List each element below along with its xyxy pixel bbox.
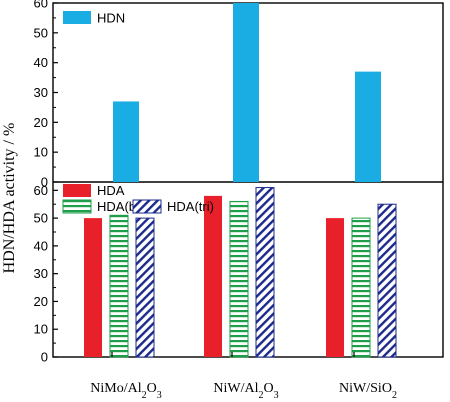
bar-bottom-hda-2 xyxy=(326,218,344,357)
legend-label-bottom-2: HDA(tri) xyxy=(167,199,214,214)
bar-bottom-hda-0 xyxy=(84,218,102,357)
ytick-label-top-5: 50 xyxy=(34,25,48,40)
x-category-label-2: NiW/SiO2 xyxy=(339,381,397,401)
bar-bottom-hda-1 xyxy=(204,195,222,357)
legend-swatch-bottom-2 xyxy=(132,199,162,214)
legend-swatch-bottom-1 xyxy=(62,199,92,214)
bar-bottom-hdatri-2 xyxy=(377,203,397,358)
legend-label-bottom-1: HDA(bi) xyxy=(97,199,143,214)
legend-swatch-bottom-0 xyxy=(63,184,91,197)
bar-top-hdn-1 xyxy=(233,3,259,182)
ytick-label-top-2: 20 xyxy=(34,115,48,130)
ytick-label-bottom-4: 40 xyxy=(34,238,48,253)
bar-bottom-hdatri-0 xyxy=(135,217,155,358)
bar-bottom-hdabi-0 xyxy=(109,214,129,358)
x-category-label-0: NiMo/Al2O3 xyxy=(90,381,161,401)
ytick-label-top-1: 10 xyxy=(34,145,48,160)
bar-bottom-hdabi-2 xyxy=(351,217,371,358)
legend-swatch-top-0 xyxy=(63,11,91,24)
bar-bottom-hdatri-1 xyxy=(255,187,275,358)
y-axis-title: HDN/HDA activity / % xyxy=(1,123,18,274)
bar-bottom-hdabi-1 xyxy=(229,200,249,358)
ytick-label-bottom-3: 30 xyxy=(34,266,48,281)
y-axis-label: HDN/HDA activity / % xyxy=(1,123,18,274)
bar-top-hdn-2 xyxy=(355,71,381,182)
legend-label-bottom-0: HDA xyxy=(97,183,125,198)
ytick-label-top-4: 40 xyxy=(34,55,48,70)
x-category-label-1: NiW/Al2O3 xyxy=(213,381,278,401)
ytick-label-bottom-5: 50 xyxy=(34,211,48,226)
ytick-label-bottom-6: 60 xyxy=(34,183,48,198)
ytick-label-bottom-2: 20 xyxy=(34,294,48,309)
ytick-label-bottom-1: 10 xyxy=(34,322,48,337)
ytick-label-top-3: 30 xyxy=(34,85,48,100)
bar-top-hdn-0 xyxy=(113,101,139,182)
legend-label-top-0: HDN xyxy=(97,11,125,26)
ytick-label-top-0: 0 xyxy=(41,175,48,190)
ytick-label-bottom-0: 0 xyxy=(41,350,48,365)
ytick-label-top-6: 60 xyxy=(34,0,48,11)
